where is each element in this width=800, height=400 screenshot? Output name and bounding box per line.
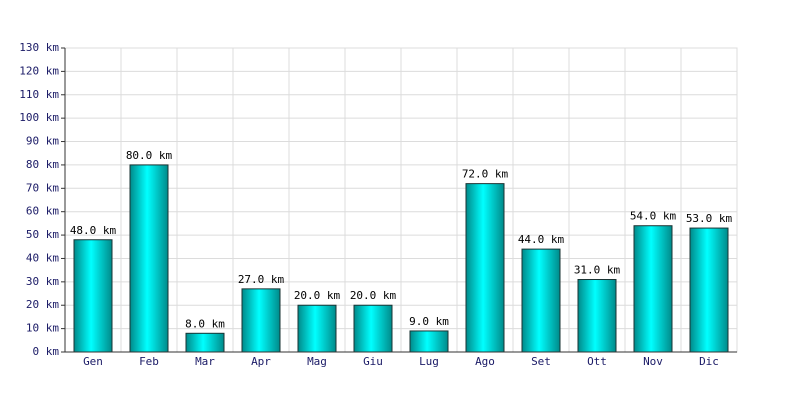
y-tick-label: 40 km (26, 251, 59, 264)
value-label: 54.0 km (630, 210, 677, 223)
bar (633, 225, 673, 353)
bar (521, 248, 561, 353)
x-tick-label: Mar (195, 355, 215, 368)
value-label: 9.0 km (409, 315, 449, 328)
y-tick-label: 80 km (26, 158, 59, 171)
bar (577, 279, 617, 353)
x-tick-label: Feb (139, 355, 159, 368)
x-tick-label: Gen (83, 355, 103, 368)
value-label: 20.0 km (294, 289, 341, 302)
y-tick-label: 20 km (26, 298, 59, 311)
bar (409, 330, 449, 353)
value-label: 44.0 km (518, 233, 565, 246)
x-tick-label: Giu (363, 355, 383, 368)
y-tick-label: 110 km (19, 88, 59, 101)
bar (241, 288, 281, 353)
bar (185, 332, 225, 353)
x-tick-label: Nov (643, 355, 663, 368)
bar (353, 304, 393, 353)
bar (689, 227, 729, 353)
bar (129, 164, 169, 353)
x-tick-label: Ago (475, 355, 495, 368)
value-label: 20.0 km (350, 289, 397, 302)
x-tick-label: Apr (251, 355, 271, 368)
bar (73, 239, 113, 353)
bar (465, 183, 505, 353)
y-tick-label: 130 km (19, 41, 59, 54)
y-tick-label: 120 km (19, 64, 59, 77)
value-label: 31.0 km (574, 264, 621, 277)
y-tick-label: 90 km (26, 135, 59, 148)
value-label: 48.0 km (70, 224, 117, 237)
y-tick-label: 70 km (26, 181, 59, 194)
x-tick-label: Set (531, 355, 551, 368)
y-tick-label: 60 km (26, 205, 59, 218)
value-label: 80.0 km (126, 149, 173, 162)
y-tick-label: 10 km (26, 322, 59, 335)
y-tick-label: 30 km (26, 275, 59, 288)
x-tick-label: Lug (419, 355, 439, 368)
value-label: 72.0 km (462, 168, 509, 181)
bar (297, 304, 337, 353)
y-tick-label: 50 km (26, 228, 59, 241)
y-tick-label: 100 km (19, 111, 59, 124)
x-tick-label: Dic (699, 355, 719, 368)
x-tick-label: Ott (587, 355, 607, 368)
x-tick-label: Mag (307, 355, 327, 368)
value-label: 8.0 km (185, 317, 225, 330)
value-label: 27.0 km (238, 273, 285, 286)
y-tick-label: 0 km (33, 345, 60, 358)
value-label: 53.0 km (686, 212, 733, 225)
